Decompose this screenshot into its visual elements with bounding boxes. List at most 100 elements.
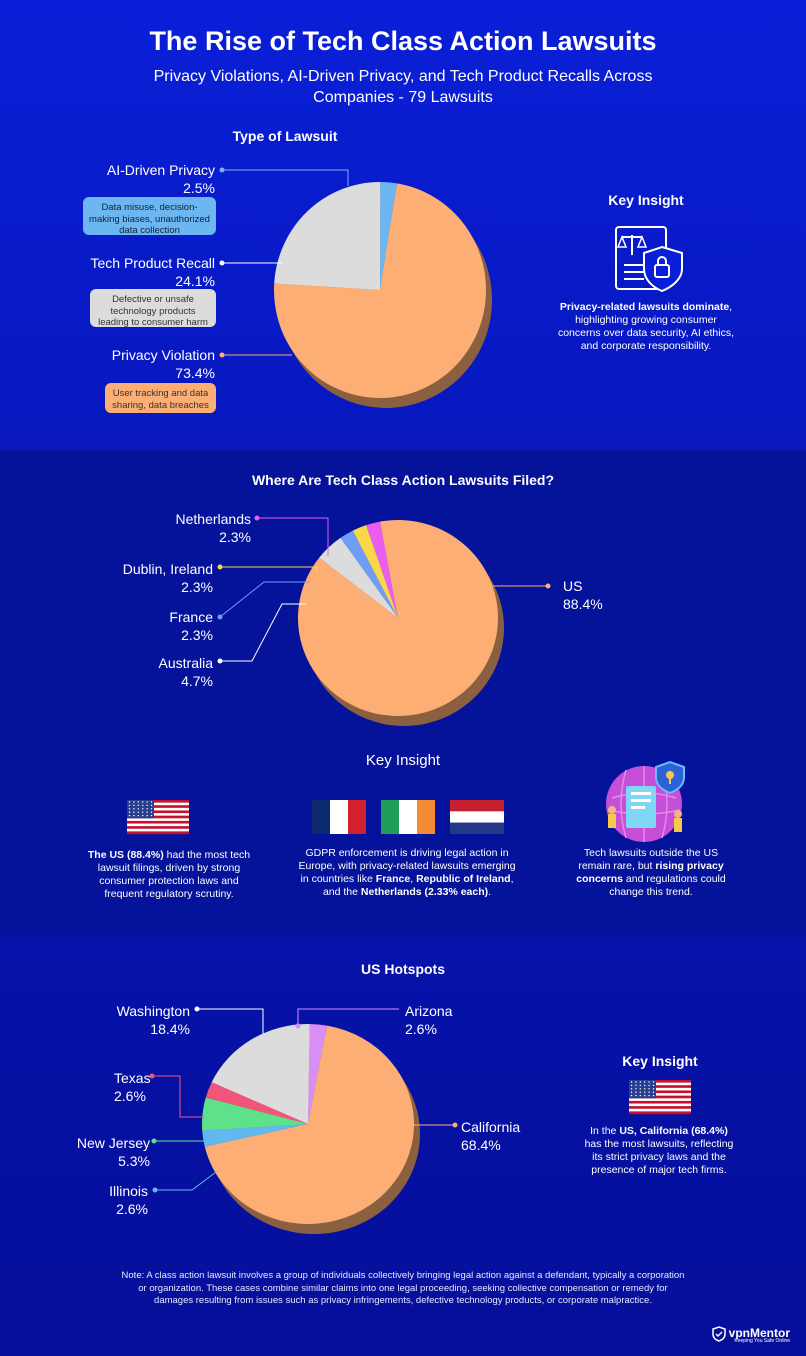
legend-arizona: Arizona 2.6%	[405, 1002, 505, 1038]
text-part: has the most lawsuits, reflecting its st…	[584, 1138, 734, 1176]
brand-logo[interactable]: vpnMentor Keeping You Safe Online	[729, 1326, 790, 1344]
pie-slice-arizona	[308, 1024, 327, 1124]
leader-line	[257, 517, 329, 556]
leader-line	[297, 1008, 399, 1026]
pie-slice-australia	[319, 537, 398, 618]
legend-label: US	[563, 578, 583, 594]
section1-title: Type of Lawsuit	[232, 128, 338, 144]
brand-name: vpnMentor	[728, 1326, 790, 1340]
legend-value: 88.4%	[563, 596, 603, 612]
legend-label: Australia	[158, 655, 213, 671]
pie-slice-texas	[205, 1082, 308, 1124]
insight1-text: Privacy-related lawsuits dominate, highl…	[553, 301, 739, 353]
description-box-recall: Defective or unsafe technology products …	[90, 289, 216, 328]
text-part: GDPR enforcement is driving legal action…	[298, 847, 516, 885]
vpnmentor-shield-icon	[712, 1326, 726, 1342]
leader-dot	[295, 1023, 301, 1029]
legend-value: 2.6%	[405, 1021, 437, 1037]
bold-part: rising privacy concerns	[576, 860, 724, 885]
legend-value: 2.6%	[114, 1088, 146, 1104]
page-subtitle: Privacy Violations, AI-Driven Privacy, a…	[153, 68, 653, 106]
leader-dot	[545, 583, 551, 589]
leader-dot	[217, 614, 223, 620]
legend-us: US 88.4%	[563, 577, 643, 613]
legend-tech-product-recall: Tech Product Recall 24.1%	[60, 254, 215, 290]
brand-tagline: Keeping You Safe Online	[734, 1338, 790, 1344]
ireland-flag-icon	[381, 800, 435, 834]
leader-dot	[194, 1006, 200, 1012]
privacy-analysis-illustration	[606, 760, 685, 842]
footnote: Note: A class action lawsuit involves a …	[121, 1270, 685, 1306]
pie-slice-new-jersey	[202, 1097, 308, 1131]
leader-line	[220, 566, 318, 572]
legend-value: 2.3%	[181, 579, 213, 595]
us-flag-icon	[127, 800, 189, 835]
leader-dot	[452, 1122, 458, 1128]
legend-illinois: Illinois 2.6%	[50, 1182, 148, 1218]
insight1-bold: Privacy-related lawsuits dominate	[559, 301, 730, 313]
insight2-us-bold: The US (88.4%)	[87, 849, 164, 861]
legend-value: 2.6%	[116, 1201, 148, 1217]
legend-dublin-ireland: Dublin, Ireland 2.3%	[90, 560, 213, 596]
pie-slice-privacy-violation	[273, 183, 487, 399]
text-part: Tech lawsuits outside the US remain rare…	[578, 847, 719, 872]
pie-slice-us	[298, 520, 498, 716]
legend-value: 24.1%	[175, 273, 215, 289]
leader-line	[152, 1075, 204, 1118]
legend-california: California 68.4%	[461, 1118, 561, 1154]
pie-slice-tech-product-recall	[274, 182, 381, 290]
section3-title: US Hotspots	[361, 961, 445, 977]
pie-slice-washington	[211, 1023, 310, 1124]
insight3-text: In the US, California (68.4%) has the mo…	[584, 1125, 734, 1177]
leader-dot	[151, 1138, 157, 1144]
legend-label: France	[169, 609, 213, 625]
legend-value: 2.3%	[219, 529, 251, 545]
legend-value: 73.4%	[175, 365, 215, 381]
legend-france: France 2.3%	[120, 608, 213, 644]
insight1-title: Key Insight	[608, 192, 684, 208]
insight2-title: Key Insight	[365, 752, 441, 769]
netherlands-flag-icon	[450, 800, 504, 834]
text-part: ,	[410, 873, 417, 885]
leader-dot	[254, 515, 260, 521]
legend-label: Netherlands	[175, 511, 252, 527]
insight2-europe-text: GDPR enforcement is driving legal action…	[296, 847, 518, 899]
leader-dot	[219, 260, 225, 266]
legend-texas: Texas 2.6%	[114, 1069, 194, 1105]
insight2-trend-text: Tech lawsuits outside the US remain rare…	[574, 847, 728, 899]
section2-title: Where Are Tech Class Action Lawsuits Fil…	[251, 472, 555, 488]
legend-label: New Jersey	[76, 1135, 150, 1151]
description-box-privacy: User tracking and data sharing, data bre…	[105, 383, 216, 413]
insight1-rest: , highlighting growing consumer concerns…	[557, 301, 735, 352]
leader-line	[222, 169, 349, 186]
bold-part: Netherlands (2.33% each)	[360, 886, 489, 898]
leader-line	[220, 603, 306, 662]
bold-part: France	[375, 873, 411, 885]
legend-label: Washington	[116, 1003, 190, 1019]
legend-label: Texas	[114, 1070, 151, 1086]
legend-value: 2.5%	[183, 180, 215, 196]
text-part: and regulations could change this trend.	[609, 873, 726, 898]
leader-line	[219, 581, 310, 618]
leader-dot	[217, 564, 223, 570]
pie-slice-france	[340, 530, 398, 618]
pie-slice-dublin-ireland	[352, 525, 398, 618]
bold-part: US, California (68.4%)	[619, 1125, 728, 1137]
leader-dot	[149, 1073, 155, 1079]
page-title: The Rise of Tech Class Action Lawsuits	[149, 26, 657, 56]
legend-ai-driven-privacy: AI-Driven Privacy 2.5%	[60, 161, 215, 197]
legend-value: 2.3%	[181, 627, 213, 643]
pie-slice-netherlands	[366, 521, 398, 618]
legend-new-jersey: New Jersey 5.3%	[50, 1134, 150, 1170]
legal-document-lock-icon	[615, 226, 683, 293]
leader-line	[155, 1171, 217, 1191]
legend-label: Privacy Violation	[111, 347, 215, 363]
insight2-us-rest: had the most tech lawsuit filings, drive…	[97, 849, 251, 900]
legend-label: California	[461, 1119, 521, 1135]
legend-value: 4.7%	[181, 673, 213, 689]
legend-australia: Australia 4.7%	[120, 654, 213, 690]
legend-value: 18.4%	[150, 1021, 190, 1037]
